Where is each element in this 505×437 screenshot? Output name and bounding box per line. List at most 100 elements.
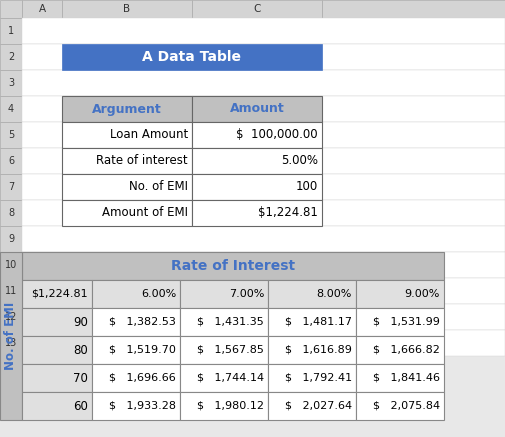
Text: 13: 13 [5, 338, 17, 348]
Bar [180, 364, 268, 392]
Text: $   1,531.99: $ 1,531.99 [373, 317, 440, 327]
Bar [22, 252, 444, 280]
Bar [0, 278, 22, 304]
Bar [180, 280, 268, 308]
Text: $   1,519.70: $ 1,519.70 [109, 345, 176, 355]
Bar [22, 304, 505, 330]
Bar [0, 174, 22, 200]
Bar [268, 308, 356, 336]
Bar [62, 200, 192, 226]
Text: Amount of EMI: Amount of EMI [102, 207, 188, 219]
Bar [22, 148, 505, 174]
Bar [22, 308, 92, 336]
Bar [0, 0, 22, 18]
Text: B: B [123, 4, 131, 14]
Bar [92, 364, 180, 392]
Bar [92, 308, 180, 336]
Bar [0, 96, 22, 122]
Text: 7.00%: 7.00% [229, 289, 264, 299]
Bar [22, 0, 62, 18]
Bar [268, 392, 356, 420]
Bar [192, 122, 322, 148]
Bar [22, 226, 505, 252]
Text: Argument: Argument [92, 103, 162, 115]
Bar [22, 392, 92, 420]
Bar [22, 122, 505, 148]
Text: 8: 8 [8, 208, 14, 218]
Text: Rate of Interest: Rate of Interest [171, 259, 295, 273]
Bar [62, 174, 192, 200]
Bar [0, 330, 22, 356]
Text: 9.00%: 9.00% [405, 289, 440, 299]
Text: $1,224.81: $1,224.81 [31, 289, 88, 299]
Text: A Data Table: A Data Table [142, 50, 241, 64]
Bar [22, 44, 505, 70]
Text: C: C [254, 4, 261, 14]
Text: $   1,792.41: $ 1,792.41 [285, 373, 352, 383]
Bar [268, 280, 356, 308]
Bar [92, 280, 180, 308]
Bar [0, 122, 22, 148]
Text: 70: 70 [73, 371, 88, 385]
Text: 5: 5 [8, 130, 14, 140]
Text: Loan Amount: Loan Amount [110, 128, 188, 142]
Bar [180, 308, 268, 336]
Bar [356, 280, 444, 308]
Text: $   1,696.66: $ 1,696.66 [109, 373, 176, 383]
Text: $   1,481.17: $ 1,481.17 [285, 317, 352, 327]
Text: Rate of interest: Rate of interest [96, 155, 188, 167]
Bar [356, 336, 444, 364]
Bar [0, 148, 22, 174]
Bar [22, 278, 505, 304]
Bar [22, 252, 505, 278]
Bar [22, 364, 92, 392]
Bar [356, 392, 444, 420]
Bar [22, 336, 92, 364]
Bar [22, 174, 505, 200]
Bar [192, 200, 322, 226]
Text: $1,224.81: $1,224.81 [258, 207, 318, 219]
Bar [0, 252, 22, 278]
Text: 9: 9 [8, 234, 14, 244]
Bar [356, 364, 444, 392]
Bar [192, 174, 322, 200]
Text: 4: 4 [8, 104, 14, 114]
Bar [180, 336, 268, 364]
Text: 5.00%: 5.00% [281, 155, 318, 167]
Bar [0, 304, 22, 330]
Text: $  100,000.00: $ 100,000.00 [236, 128, 318, 142]
Text: 6: 6 [8, 156, 14, 166]
Text: $   1,841.46: $ 1,841.46 [373, 373, 440, 383]
Text: 11: 11 [5, 286, 17, 296]
Text: 80: 80 [73, 343, 88, 357]
Bar [180, 392, 268, 420]
Text: 2: 2 [8, 52, 14, 62]
Text: $   2,027.64: $ 2,027.64 [285, 401, 352, 411]
Text: $   2,075.84: $ 2,075.84 [373, 401, 440, 411]
Bar [22, 18, 505, 44]
Bar [62, 0, 192, 18]
Bar [0, 226, 22, 252]
Text: 1: 1 [8, 26, 14, 36]
Text: 3: 3 [8, 78, 14, 88]
Text: $   1,744.14: $ 1,744.14 [197, 373, 264, 383]
Text: $   1,933.28: $ 1,933.28 [109, 401, 176, 411]
Bar [0, 18, 22, 44]
Bar [192, 148, 322, 174]
Text: 12: 12 [5, 312, 17, 322]
Text: 6.00%: 6.00% [141, 289, 176, 299]
Bar [192, 96, 322, 122]
Bar [0, 44, 22, 70]
Bar [192, 0, 322, 18]
Bar [0, 252, 22, 420]
Text: 60: 60 [73, 399, 88, 413]
Bar [22, 70, 505, 96]
Text: 7: 7 [8, 182, 14, 192]
Text: A: A [38, 4, 45, 14]
Text: $   1,382.53: $ 1,382.53 [109, 317, 176, 327]
Text: $   1,431.35: $ 1,431.35 [197, 317, 264, 327]
Bar [62, 148, 192, 174]
Bar [0, 200, 22, 226]
Bar [22, 200, 505, 226]
Text: $   1,616.89: $ 1,616.89 [285, 345, 352, 355]
